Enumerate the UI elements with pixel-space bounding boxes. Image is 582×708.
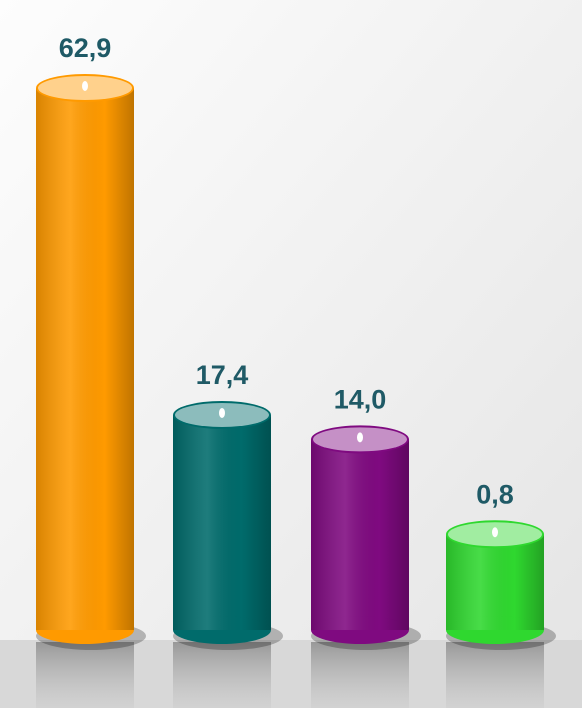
- bar-top-dot: [219, 407, 225, 418]
- bar-reflection: [173, 642, 271, 708]
- bar-top-dot: [357, 432, 363, 443]
- value-label: 14,0: [334, 385, 387, 415]
- bar-shading: [36, 88, 134, 630]
- bar-shading: [311, 439, 409, 630]
- bar-shading: [446, 534, 544, 630]
- bar-shading: [173, 414, 271, 630]
- bar-reflection: [36, 642, 134, 708]
- bar-reflection: [446, 642, 544, 708]
- bar-top-dot: [82, 81, 88, 91]
- value-label: 17,4: [196, 360, 249, 390]
- bar-top-dot: [492, 527, 498, 538]
- bar-reflection: [311, 642, 409, 708]
- value-label: 0,8: [476, 479, 514, 509]
- value-label: 62,9: [59, 33, 112, 63]
